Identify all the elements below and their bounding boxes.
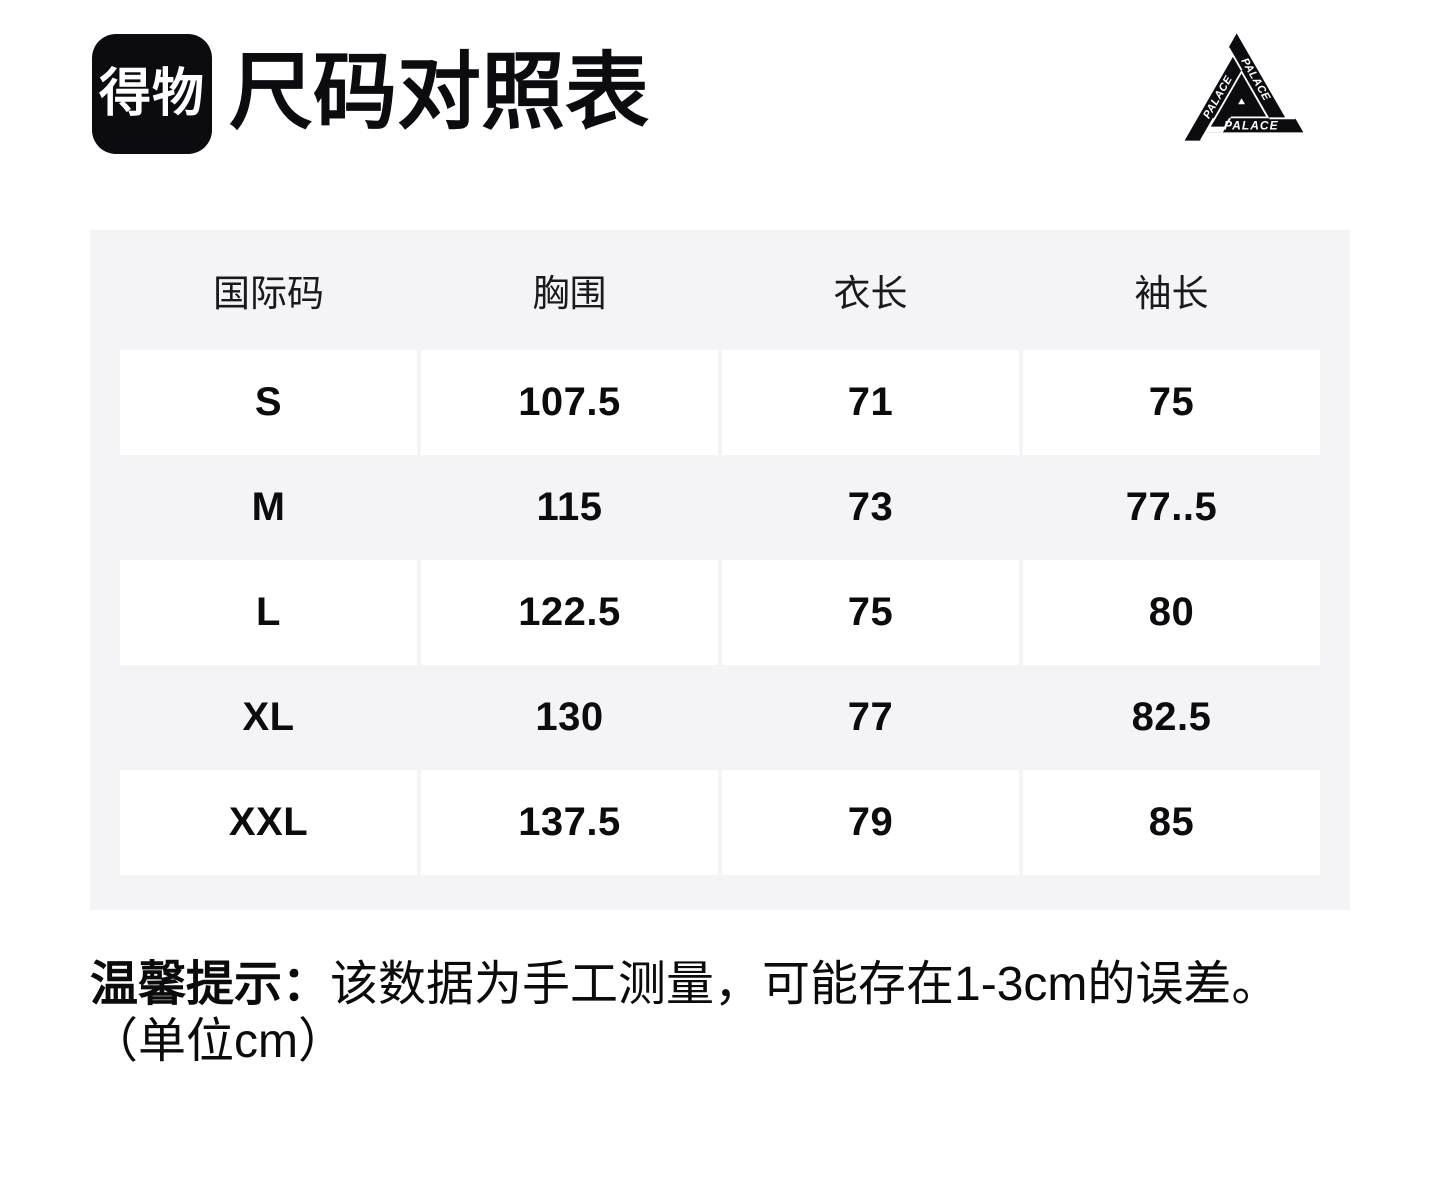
- table-row: L 122.5 75 80: [120, 560, 1320, 665]
- tip-label: 温馨提示：: [90, 958, 331, 1011]
- unit-note: （单位cm）: [90, 1015, 346, 1068]
- table-row: XXL 137.5 79 85: [120, 770, 1320, 875]
- palace-center-hole: [1238, 98, 1246, 105]
- size-cell: L: [120, 560, 417, 665]
- dewu-logo-text: 得物: [98, 65, 205, 123]
- size-cell: S: [120, 350, 417, 455]
- page-title: 尺码对照表: [229, 45, 650, 139]
- value-cell: 137.5: [421, 770, 718, 875]
- value-cell: 80: [1023, 560, 1320, 665]
- table-row: XL 130 77 82.5: [120, 665, 1320, 770]
- value-cell: 71: [722, 350, 1019, 455]
- table-row: S 107.5 71 75: [120, 350, 1320, 455]
- size-table-panel: 国际码 胸围 衣长 袖长 S 107.5 71 75 M 115 73 77..5 L 122.5…: [90, 230, 1350, 910]
- value-cell: 75: [1023, 350, 1320, 455]
- value-cell: 82.5: [1131, 695, 1212, 739]
- size-cell: M: [251, 485, 286, 529]
- measure-tip: 温馨提示：该数据为手工测量，可能存在1-3cm的误差。 （单位cm）: [90, 956, 1400, 1070]
- value-cell: 79: [722, 770, 1019, 875]
- table-body: S 107.5 71 75 M 115 73 77..5 L 122.5 75 80 XL 130 77 82…: [120, 350, 1320, 875]
- value-cell: 75: [722, 560, 1019, 665]
- tip-line: 温馨提示：该数据为手工测量，可能存在1-3cm的误差。: [90, 956, 1400, 1013]
- value-cell: 115: [536, 485, 603, 529]
- palace-weave-lines: [1200, 47, 1296, 142]
- value-cell: 107.5: [421, 350, 718, 455]
- size-cell: XL: [242, 695, 295, 739]
- column-header-size: 国际码: [213, 273, 324, 314]
- column-header-length: 衣长: [833, 273, 908, 314]
- palace-word-bottom: PALACE: [1224, 118, 1279, 132]
- value-cell: 122.5: [421, 560, 718, 665]
- value-cell: 85: [1023, 770, 1320, 875]
- value-cell: 77: [847, 695, 894, 739]
- column-header-chest: 胸围: [532, 273, 607, 314]
- column-header-sleeve: 袖长: [1134, 273, 1209, 314]
- size-table-header: 国际码 胸围 衣长 袖长: [120, 230, 1320, 350]
- size-cell: XXL: [120, 770, 417, 875]
- tip-text: 该数据为手工测量，可能存在1-3cm的误差。: [330, 958, 1280, 1011]
- dewu-logo: 得物: [92, 34, 212, 154]
- value-cell: 73: [847, 485, 894, 529]
- palace-logo-icon: PALACE PALACE PALACE: [1184, 33, 1304, 142]
- table-row: M 115 73 77..5: [120, 455, 1320, 560]
- value-cell: 130: [535, 695, 604, 739]
- palace-inner-triangle: [1210, 73, 1267, 127]
- value-cell: 77..5: [1125, 485, 1218, 529]
